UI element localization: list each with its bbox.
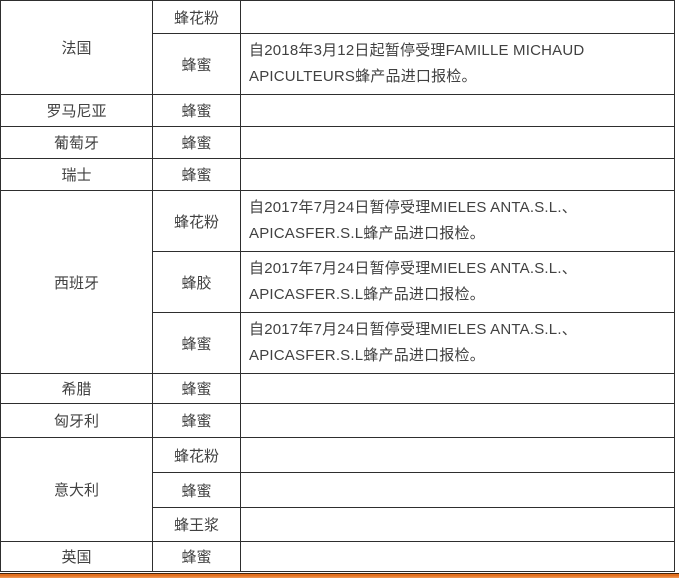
- table-row: 英国 蜂蜜: [0, 541, 675, 572]
- remark-cell: [240, 126, 675, 159]
- import-suspension-table: 法国 蜂花粉 蜂蜜 自2018年3月12日起暂停受理FAMILLE MICHAU…: [0, 0, 675, 572]
- country-cell: 希腊: [0, 373, 153, 404]
- product-cell: 蜂蜜: [152, 403, 241, 438]
- remark-cell: [240, 0, 675, 34]
- product-cell: 蜂蜜: [152, 126, 241, 159]
- country-cell: 罗马尼亚: [0, 94, 153, 127]
- remark-cell: 自2017年7月24日暂停受理MIELES ANTA.S.L.、APICASFE…: [240, 251, 675, 313]
- table-row: 蜂胶 自2017年7月24日暂停受理MIELES ANTA.S.L.、APICA…: [1, 251, 675, 313]
- country-cell: 意大利: [0, 437, 153, 542]
- table-row: 葡萄牙 蜂蜜: [0, 126, 675, 159]
- product-cell: 蜂蜜: [152, 472, 241, 508]
- table-row: 蜂蜜 自2018年3月12日起暂停受理FAMILLE MICHAUD APICU…: [1, 33, 675, 95]
- table-row: 希腊 蜂蜜: [0, 373, 675, 404]
- product-cell: 蜂蜜: [152, 94, 241, 127]
- country-cell: 葡萄牙: [0, 126, 153, 159]
- product-cell: 蜂蜜: [152, 541, 241, 572]
- remark-cell: [240, 158, 675, 191]
- country-cell: 英国: [0, 541, 153, 572]
- table-row: 罗马尼亚 蜂蜜: [0, 94, 675, 127]
- remark-cell: [240, 472, 675, 508]
- table-row: 蜂王浆: [1, 507, 675, 542]
- table-row: 蜂蜜: [1, 472, 675, 508]
- remark-cell: 自2017年7月24日暂停受理MIELES ANTA.S.L.、APICASFE…: [240, 190, 675, 252]
- product-cell: 蜂蜜: [152, 373, 241, 404]
- country-cell: 法国: [0, 0, 153, 95]
- product-cell: 蜂胶: [152, 251, 241, 313]
- remark-cell: 自2017年7月24日暂停受理MIELES ANTA.S.L.、APICASFE…: [240, 312, 675, 374]
- product-cell: 蜂王浆: [152, 507, 241, 542]
- remark-cell: [240, 507, 675, 542]
- table-row: 瑞士 蜂蜜: [0, 158, 675, 191]
- remark-cell: [240, 94, 675, 127]
- table-row: 匈牙利 蜂蜜: [0, 403, 675, 438]
- product-cell: 蜂蜜: [152, 158, 241, 191]
- product-cell: 蜂花粉: [152, 190, 241, 252]
- product-cell: 蜂花粉: [152, 0, 241, 34]
- country-cell: 西班牙: [0, 190, 153, 374]
- product-cell: 蜂蜜: [152, 312, 241, 374]
- table-row: 意大利 蜂花粉: [0, 437, 675, 542]
- country-cell: 匈牙利: [0, 403, 153, 438]
- remark-cell: [240, 437, 675, 473]
- table-row: 西班牙 蜂花粉 自2017年7月24日暂停受理MIELES ANTA.S.L.、…: [0, 190, 675, 374]
- product-cell: 蜂花粉: [152, 437, 241, 473]
- bottom-accent-divider: [0, 573, 679, 578]
- remark-cell: [240, 541, 675, 572]
- remark-cell: [240, 403, 675, 438]
- table-row: 蜂蜜 自2017年7月24日暂停受理MIELES ANTA.S.L.、APICA…: [1, 312, 675, 374]
- product-cell: 蜂蜜: [152, 33, 241, 95]
- table-row: 法国 蜂花粉: [0, 0, 675, 95]
- country-cell: 瑞士: [0, 158, 153, 191]
- remark-cell: 自2018年3月12日起暂停受理FAMILLE MICHAUD APICULTE…: [240, 33, 675, 95]
- remark-cell: [240, 373, 675, 404]
